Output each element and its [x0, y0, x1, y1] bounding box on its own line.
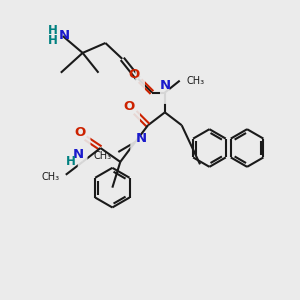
- Text: H: H: [48, 24, 58, 37]
- Text: CH₃: CH₃: [93, 151, 111, 161]
- Text: O: O: [124, 100, 135, 113]
- Text: O: O: [128, 68, 140, 81]
- Text: N: N: [73, 148, 84, 161]
- Text: N: N: [159, 79, 170, 92]
- Text: N: N: [59, 28, 70, 42]
- Text: CH₃: CH₃: [42, 172, 60, 182]
- Text: CH₃: CH₃: [187, 76, 205, 85]
- Text: O: O: [74, 126, 85, 139]
- Text: H: H: [66, 155, 76, 168]
- Text: N: N: [136, 132, 147, 145]
- Text: H: H: [48, 34, 58, 46]
